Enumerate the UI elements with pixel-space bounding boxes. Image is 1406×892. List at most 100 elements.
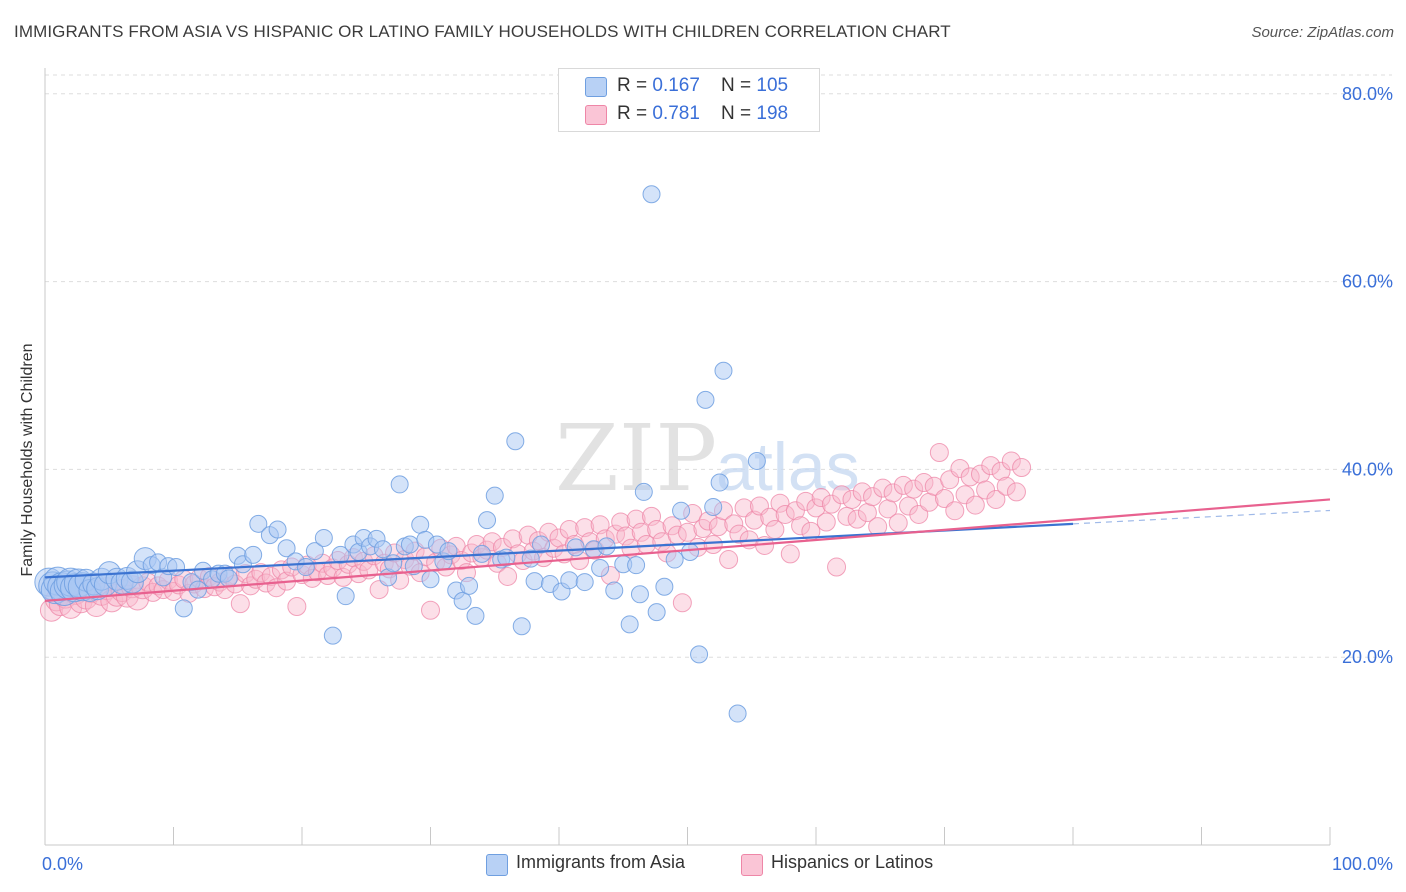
point-asia bbox=[167, 558, 186, 577]
point-asia bbox=[336, 587, 355, 606]
point-asia bbox=[575, 573, 594, 592]
point-asia bbox=[627, 556, 646, 575]
y-tick-label: 40.0% bbox=[1342, 459, 1393, 479]
bottom-legend-label-asia: Immigrants from Asia bbox=[516, 852, 686, 872]
point-asia bbox=[411, 515, 430, 534]
point-asia bbox=[400, 535, 419, 554]
point-hispanic bbox=[904, 479, 924, 499]
y-tick-label: 20.0% bbox=[1342, 647, 1393, 667]
point-hispanic bbox=[349, 564, 369, 584]
point-hispanic bbox=[981, 456, 1001, 476]
point-asia bbox=[597, 537, 616, 556]
point-hispanic bbox=[678, 522, 697, 542]
point-hispanic bbox=[261, 566, 281, 586]
legend-n-label: N = bbox=[721, 103, 757, 124]
point-hispanic bbox=[986, 489, 1006, 509]
point-asia bbox=[331, 545, 350, 564]
axes bbox=[44, 68, 1331, 846]
point-hispanic bbox=[765, 519, 785, 539]
legend-r-value-asia: 0.167 bbox=[652, 75, 700, 96]
legend-r-label: R = bbox=[617, 103, 653, 124]
point-asia bbox=[512, 617, 531, 636]
bottom-legend-swatch-asia bbox=[486, 854, 508, 876]
point-hispanic bbox=[729, 524, 749, 544]
point-asia bbox=[591, 558, 610, 577]
point-asia bbox=[373, 540, 392, 559]
legend-swatch-hispanic bbox=[585, 105, 607, 125]
point-hispanic bbox=[996, 476, 1016, 496]
bottom-legend-label-hispanic: Hispanics or Latinos bbox=[771, 852, 934, 872]
point-hispanic bbox=[770, 493, 790, 513]
point-hispanic bbox=[1012, 458, 1032, 478]
point-hispanic bbox=[791, 516, 811, 536]
point-hispanic bbox=[780, 544, 800, 564]
point-asia bbox=[219, 569, 238, 588]
legend-r-label: R = bbox=[617, 75, 653, 96]
point-hispanic bbox=[806, 498, 826, 518]
point-hispanic bbox=[914, 473, 934, 493]
legend-n-label: N = bbox=[721, 75, 757, 96]
point-asia bbox=[690, 645, 709, 664]
point-hispanic bbox=[744, 510, 764, 530]
point-asia bbox=[681, 543, 700, 562]
point-hispanic bbox=[575, 518, 595, 538]
point-asia bbox=[642, 185, 661, 204]
point-hispanic bbox=[703, 535, 723, 555]
point-hispanic bbox=[421, 600, 440, 620]
point-asia bbox=[525, 572, 544, 591]
chart-title: IMMIGRANTS FROM ASIA VS HISPANIC OR LATI… bbox=[14, 22, 951, 41]
point-asia bbox=[453, 591, 472, 610]
point-asia bbox=[704, 497, 723, 516]
point-asia bbox=[560, 571, 579, 590]
point-asia bbox=[390, 475, 409, 494]
point-asia bbox=[466, 606, 485, 625]
point-hispanic bbox=[719, 550, 739, 570]
point-hispanic bbox=[672, 593, 692, 613]
legend-swatch-asia bbox=[585, 77, 607, 97]
source-label: Source: ZipAtlas.com bbox=[1251, 24, 1394, 41]
series-hispanics-points bbox=[39, 442, 1032, 622]
point-asia bbox=[605, 581, 624, 600]
point-hispanic bbox=[251, 563, 271, 583]
point-hispanic bbox=[935, 489, 954, 508]
x-tick-label: 0.0% bbox=[42, 854, 83, 874]
x-tick-label: 100.0% bbox=[1332, 854, 1393, 874]
point-asia bbox=[314, 528, 333, 547]
watermark-atlas: atlas bbox=[716, 429, 860, 505]
point-hispanic bbox=[724, 514, 744, 534]
point-hispanic bbox=[775, 504, 795, 524]
point-asia bbox=[244, 545, 263, 564]
correlation-legend: R = 0.167 N = 105 R = 0.781 N = 198 bbox=[558, 68, 820, 132]
point-hispanic bbox=[945, 501, 965, 521]
point-asia bbox=[672, 501, 691, 520]
point-asia bbox=[277, 539, 296, 558]
point-hispanic bbox=[852, 482, 872, 502]
point-hispanic bbox=[611, 512, 631, 532]
point-asia bbox=[478, 511, 497, 530]
point-asia bbox=[710, 473, 729, 492]
point-hispanic bbox=[616, 526, 636, 546]
point-asia bbox=[249, 514, 268, 533]
point-asia bbox=[630, 585, 649, 604]
point-hispanic bbox=[631, 522, 651, 542]
point-hispanic bbox=[842, 489, 862, 509]
point-asia bbox=[634, 482, 653, 501]
point-hispanic bbox=[929, 442, 949, 462]
point-hispanic bbox=[991, 461, 1011, 481]
legend-n-value-hispanic: 198 bbox=[756, 103, 789, 124]
point-hispanic bbox=[832, 485, 852, 505]
point-hispanic bbox=[883, 483, 903, 503]
point-asia bbox=[305, 542, 324, 561]
point-hispanic bbox=[503, 529, 523, 549]
point-asia bbox=[532, 535, 551, 554]
point-asia bbox=[421, 570, 440, 589]
bottom-legend-swatch-hispanic bbox=[741, 854, 763, 876]
point-asia bbox=[620, 615, 639, 634]
point-asia bbox=[566, 538, 585, 557]
point-asia bbox=[485, 486, 504, 505]
point-hispanic bbox=[811, 488, 831, 508]
point-hispanic bbox=[893, 475, 913, 495]
point-hispanic bbox=[287, 596, 307, 616]
trend-line-hispanic bbox=[44, 498, 1331, 602]
y-tick-label: 80.0% bbox=[1342, 84, 1393, 104]
